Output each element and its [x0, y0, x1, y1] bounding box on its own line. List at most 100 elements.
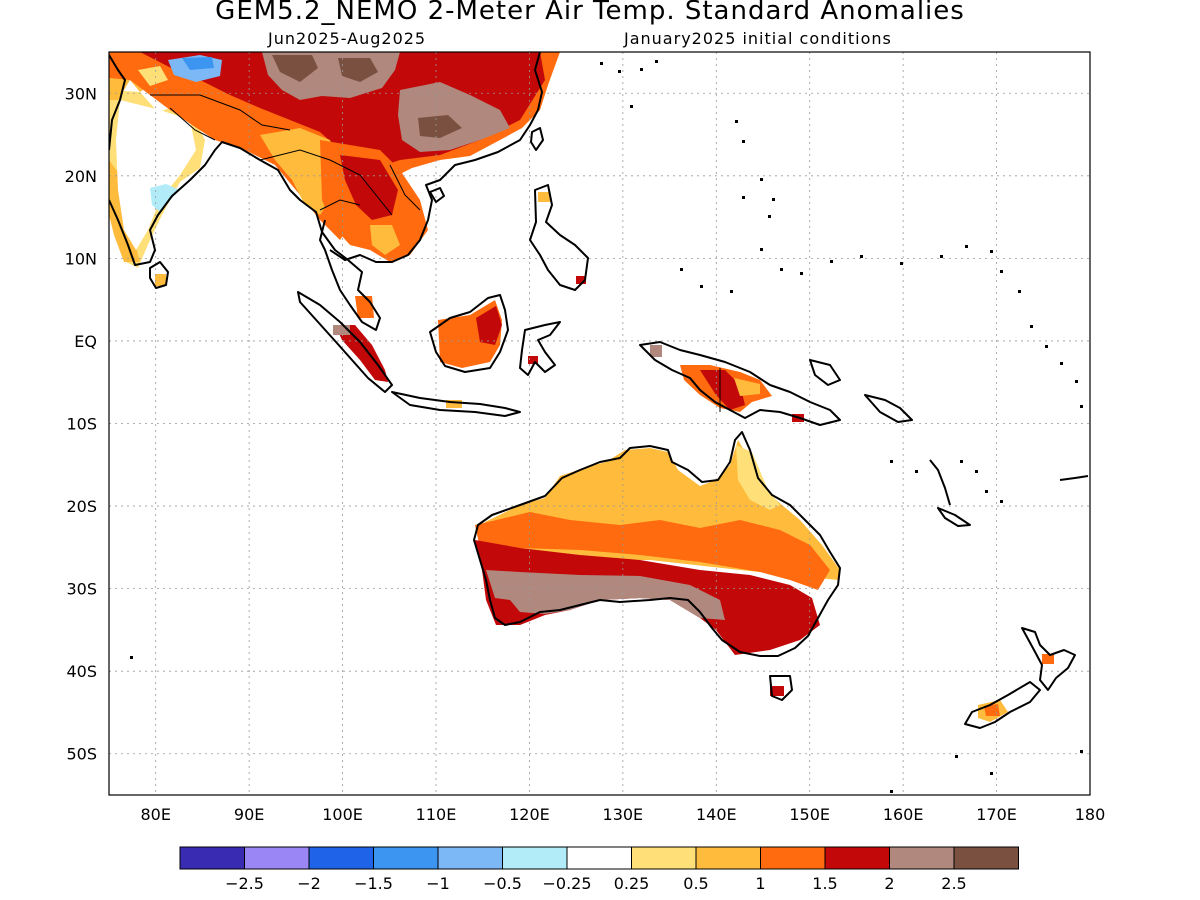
small-island [990, 772, 993, 775]
small-island [655, 60, 658, 63]
period-label: Jun2025-Aug2025 [268, 29, 427, 48]
lat-axis-labels: 30N 20N 10N EQ 10S 20S 30S 40S 50S [65, 84, 97, 763]
coast-sulawesi [519, 321, 561, 376]
colorbar-swatch [695, 846, 761, 870]
small-island [760, 248, 763, 251]
lat-label: 40S [66, 662, 97, 681]
colorbar-label: −1.5 [354, 874, 393, 893]
new-guinea-light [734, 378, 760, 396]
graticule [109, 52, 1090, 795]
small-island [965, 245, 968, 248]
small-island [742, 196, 745, 199]
small-island [600, 62, 603, 65]
coast-nz-south [964, 681, 1041, 729]
borders-asia [150, 94, 421, 216]
lat-label: 20N [65, 167, 97, 186]
tibet-darkbrown-anomaly-2 [338, 58, 378, 82]
small-islands [130, 60, 1083, 793]
anomaly-shading [109, 52, 1054, 722]
colorbar-label: −0.25 [542, 874, 591, 893]
small-island [618, 70, 621, 73]
coastlines [109, 52, 1089, 729]
colorbar-label: −2.5 [225, 874, 264, 893]
colorbar-label: 1 [755, 874, 765, 893]
indochina-light [370, 225, 400, 255]
small-island [1080, 405, 1083, 408]
colorbar-swatch [889, 846, 955, 870]
small-island [1000, 270, 1003, 273]
lon-label: 180 [1075, 805, 1106, 824]
map-plot-area [109, 52, 1090, 795]
colorbar-swatch [179, 846, 245, 870]
india-cool-anomaly [150, 184, 180, 212]
new-guinea-brown [650, 345, 662, 357]
lon-label: 150E [789, 805, 830, 824]
small-island [780, 268, 783, 271]
lon-label: 90E [234, 805, 264, 824]
small-island [1018, 290, 1021, 293]
small-island [1080, 750, 1083, 753]
pakistan-light-anomaly [138, 66, 168, 86]
burma-orange [260, 128, 340, 215]
small-island [975, 470, 978, 473]
small-island [1045, 345, 1048, 348]
coast-sumatra [297, 291, 393, 393]
small-island [760, 178, 763, 181]
tasmania-anomaly [770, 686, 784, 696]
coast-new-caledonia [937, 507, 971, 527]
small-island [768, 215, 771, 218]
colorbar-swatch [953, 846, 1019, 870]
small-island [960, 460, 963, 463]
colorbar-label: 2 [884, 874, 894, 893]
small-island [860, 255, 863, 258]
coast-australia [473, 431, 841, 657]
lat-label: 30N [65, 84, 97, 103]
lon-label: 130E [603, 805, 644, 824]
small-island [940, 255, 943, 258]
coast-fiji-vanuatu [929, 459, 1089, 506]
coast-borneo [429, 294, 509, 373]
small-island [735, 120, 738, 123]
borneo-dark-red [476, 306, 502, 345]
sri-lanka-anomaly [155, 274, 166, 286]
nz-north-anomaly [1042, 654, 1054, 664]
lon-axis-labels: 80E 90E 100E 110E 120E 130E 140E 150E 160E 170E 18… [140, 805, 1105, 824]
colorbar-legend: −2.5 −2 −1.5 −1 −0.5 −0.25 0.25 0.5 1 1.5 2 2.5 [179, 846, 1019, 893]
pakistan-cool-core [182, 57, 214, 70]
coast-nz-north [1021, 627, 1076, 691]
small-island [1030, 325, 1033, 328]
india-interior-white [116, 100, 196, 250]
colorbar-swatch [566, 846, 632, 870]
small-island [730, 290, 733, 293]
small-island [630, 105, 633, 108]
colorbar-label: 1.5 [812, 874, 837, 893]
small-island [955, 755, 958, 758]
colorbar-swatch [244, 846, 310, 870]
lat-label: 20S [66, 497, 97, 516]
colorbar-label: 2.5 [941, 874, 966, 893]
nz-south-core [984, 704, 1000, 716]
small-island [742, 140, 745, 143]
lon-label: 110E [416, 805, 457, 824]
small-island [915, 470, 918, 473]
colorbar-label: 0.5 [683, 874, 708, 893]
small-island [1075, 380, 1078, 383]
lat-label: 50S [66, 745, 97, 764]
new-guinea-dark-red [700, 370, 745, 410]
colorbar-label: −1 [426, 874, 450, 893]
colorbar-label: 0.25 [614, 874, 650, 893]
init-conditions-label: January2025 initial conditions [624, 29, 892, 48]
small-island [890, 790, 893, 793]
coast-south-asia [109, 52, 543, 331]
small-island [1000, 500, 1003, 503]
map-title: GEM5.2_NEMO 2-Meter Air Temp. Standard A… [215, 0, 965, 26]
lat-label: 30S [66, 580, 97, 599]
lon-label: 100E [322, 805, 363, 824]
luzon-anomaly [538, 192, 550, 202]
colorbar-swatch [760, 846, 826, 870]
australia-southwest-brown [486, 570, 725, 620]
colorbar-swatch [631, 846, 697, 870]
lat-label: 10S [66, 415, 97, 434]
small-island [680, 268, 683, 271]
